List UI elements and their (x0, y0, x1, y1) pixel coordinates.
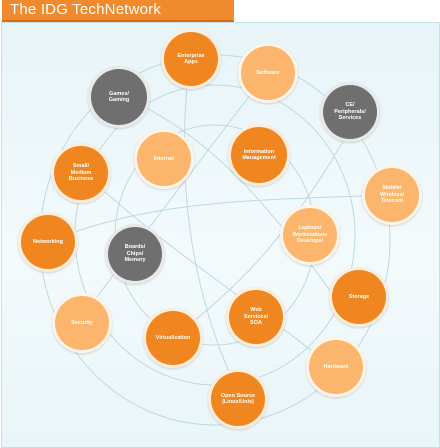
node-networking: Networking (18, 212, 78, 272)
node-web-services-soa: Web Services/ SOA (226, 287, 286, 347)
node-open-source: Open Source (Linux/Unix) (208, 369, 268, 429)
web-curve (81, 171, 337, 371)
node-security: Security (52, 293, 112, 353)
web-curve (47, 194, 393, 243)
node-label: Information Management (242, 148, 276, 162)
node-games-gaming: Games/ Gaming (88, 66, 150, 128)
node-storage: Storage (329, 267, 389, 327)
node-software: Software (238, 43, 298, 103)
web-curve (77, 71, 269, 323)
web-curve (183, 57, 239, 393)
header-bar: The IDG TechNetwork (2, 0, 234, 22)
node-enterprise-apps: Enterprise Apps (161, 29, 221, 89)
node-small-medium-business: Small/ Medium Business (51, 143, 111, 203)
node-label: Internet (153, 155, 175, 162)
node-label: Software (256, 69, 280, 76)
node-label: Open Source (Linux/Unix) (220, 392, 256, 406)
node-label: Hardware (323, 363, 349, 370)
node-label: Laptops/ Workstations Desktops/ (292, 225, 328, 245)
node-internet: Internet (134, 129, 194, 189)
node-label: Networking (33, 238, 63, 245)
node-label: Mobile/ Wireless/ Telecom (379, 185, 405, 205)
node-information-management: Information Management (228, 124, 290, 186)
node-virtualization: Virtualization (143, 308, 203, 368)
node-ce-peripherals-services: CE/ Peripherals/ Services (320, 82, 380, 142)
header-title: The IDG TechNetwork (10, 1, 162, 18)
node-label: Games/ Gaming (108, 90, 130, 104)
web-curve (171, 111, 361, 339)
node-label: Security (71, 319, 93, 326)
node-laptops-workstations-desktops: Laptops/ Workstations Desktops/ (280, 205, 340, 265)
node-label: Small/ Medium Business (68, 163, 94, 183)
node-label: Enterprise Apps (177, 52, 205, 66)
node-mobile-wireless-telecom: Mobile/ Wireless/ Telecom (362, 165, 422, 225)
node-label: Virtualization (155, 334, 191, 341)
node-label: Storage (348, 293, 370, 300)
node-boards-chips-memory: Boards/ Chips/ Memory (105, 224, 165, 284)
node-label: CE/ Peripherals/ Services (334, 102, 366, 122)
node-label: Web Services/ SOA (243, 307, 269, 327)
node-hardware: Hardware (306, 337, 366, 397)
node-label: Boards/ Chips/ Memory (124, 244, 146, 264)
